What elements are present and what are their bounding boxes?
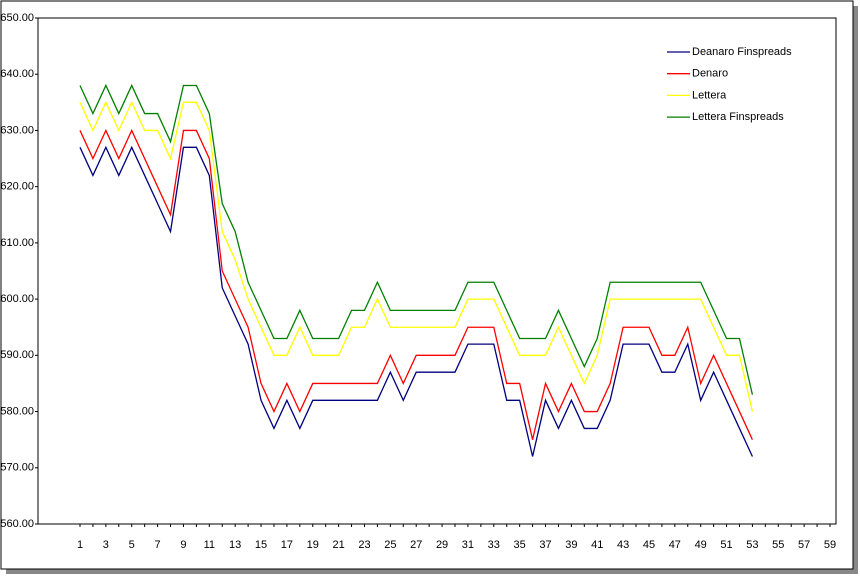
x-tick-label: 45 bbox=[643, 539, 655, 551]
x-tick-label: 13 bbox=[229, 539, 241, 551]
y-tick-label: 34620.00 bbox=[0, 181, 34, 193]
y-tick-label: 34560.00 bbox=[0, 518, 34, 530]
series-line bbox=[79, 145, 754, 457]
x-tick-label: 51 bbox=[720, 539, 732, 551]
y-tick-label: 34590.00 bbox=[0, 349, 34, 361]
x-tick-label: 1 bbox=[77, 539, 83, 551]
y-tick-label: 34610.00 bbox=[0, 237, 34, 249]
x-tick-label: 5 bbox=[129, 539, 135, 551]
x-tick-label: 39 bbox=[565, 539, 577, 551]
x-tick-label: 57 bbox=[798, 539, 810, 551]
x-tick-label: 43 bbox=[617, 539, 629, 551]
legend-label: Denaro bbox=[692, 68, 728, 80]
x-tick-label: 9 bbox=[180, 539, 186, 551]
x-tick-label: 25 bbox=[384, 539, 396, 551]
frame bbox=[0, 0, 854, 570]
plot-area bbox=[37, 17, 837, 525]
y-tick-label: 34640.00 bbox=[0, 68, 34, 80]
x-tick-label: 23 bbox=[358, 539, 370, 551]
legend-label: Deanaro Finspreads bbox=[692, 46, 792, 58]
x-tick-label: 59 bbox=[824, 539, 836, 551]
series-line bbox=[79, 100, 754, 412]
series-line bbox=[79, 128, 754, 440]
x-tick-label: 33 bbox=[488, 539, 500, 551]
legend-label: Lettera bbox=[692, 89, 727, 101]
x-tick-label: 55 bbox=[772, 539, 784, 551]
y-tick-label: 34580.00 bbox=[0, 405, 34, 417]
y-tick-label: 34600.00 bbox=[0, 293, 34, 305]
x-tick-label: 19 bbox=[307, 539, 319, 551]
x-tick-label: 49 bbox=[695, 539, 707, 551]
x-tick-label: 35 bbox=[514, 539, 526, 551]
x-tick-label: 17 bbox=[281, 539, 293, 551]
legend-label: Lettera Finspreads bbox=[692, 111, 784, 123]
y-tick-label: 34570.00 bbox=[0, 462, 34, 474]
x-tick-label: 29 bbox=[436, 539, 448, 551]
x-tick-label: 41 bbox=[591, 539, 603, 551]
x-tick-label: 3 bbox=[103, 539, 109, 551]
x-tick-label: 53 bbox=[746, 539, 758, 551]
x-tick-label: 47 bbox=[669, 539, 681, 551]
series-line bbox=[79, 83, 754, 395]
y-tick-label: 34650.00 bbox=[0, 12, 34, 24]
x-tick-label: 21 bbox=[332, 539, 344, 551]
y-tick-label: 34630.00 bbox=[0, 124, 34, 136]
x-tick-label: 7 bbox=[155, 539, 161, 551]
x-tick-label: 37 bbox=[539, 539, 551, 551]
x-tick-label: 27 bbox=[410, 539, 422, 551]
x-tick-label: 31 bbox=[462, 539, 474, 551]
x-tick-label: 11 bbox=[204, 539, 215, 551]
x-tick-label: 15 bbox=[255, 539, 267, 551]
